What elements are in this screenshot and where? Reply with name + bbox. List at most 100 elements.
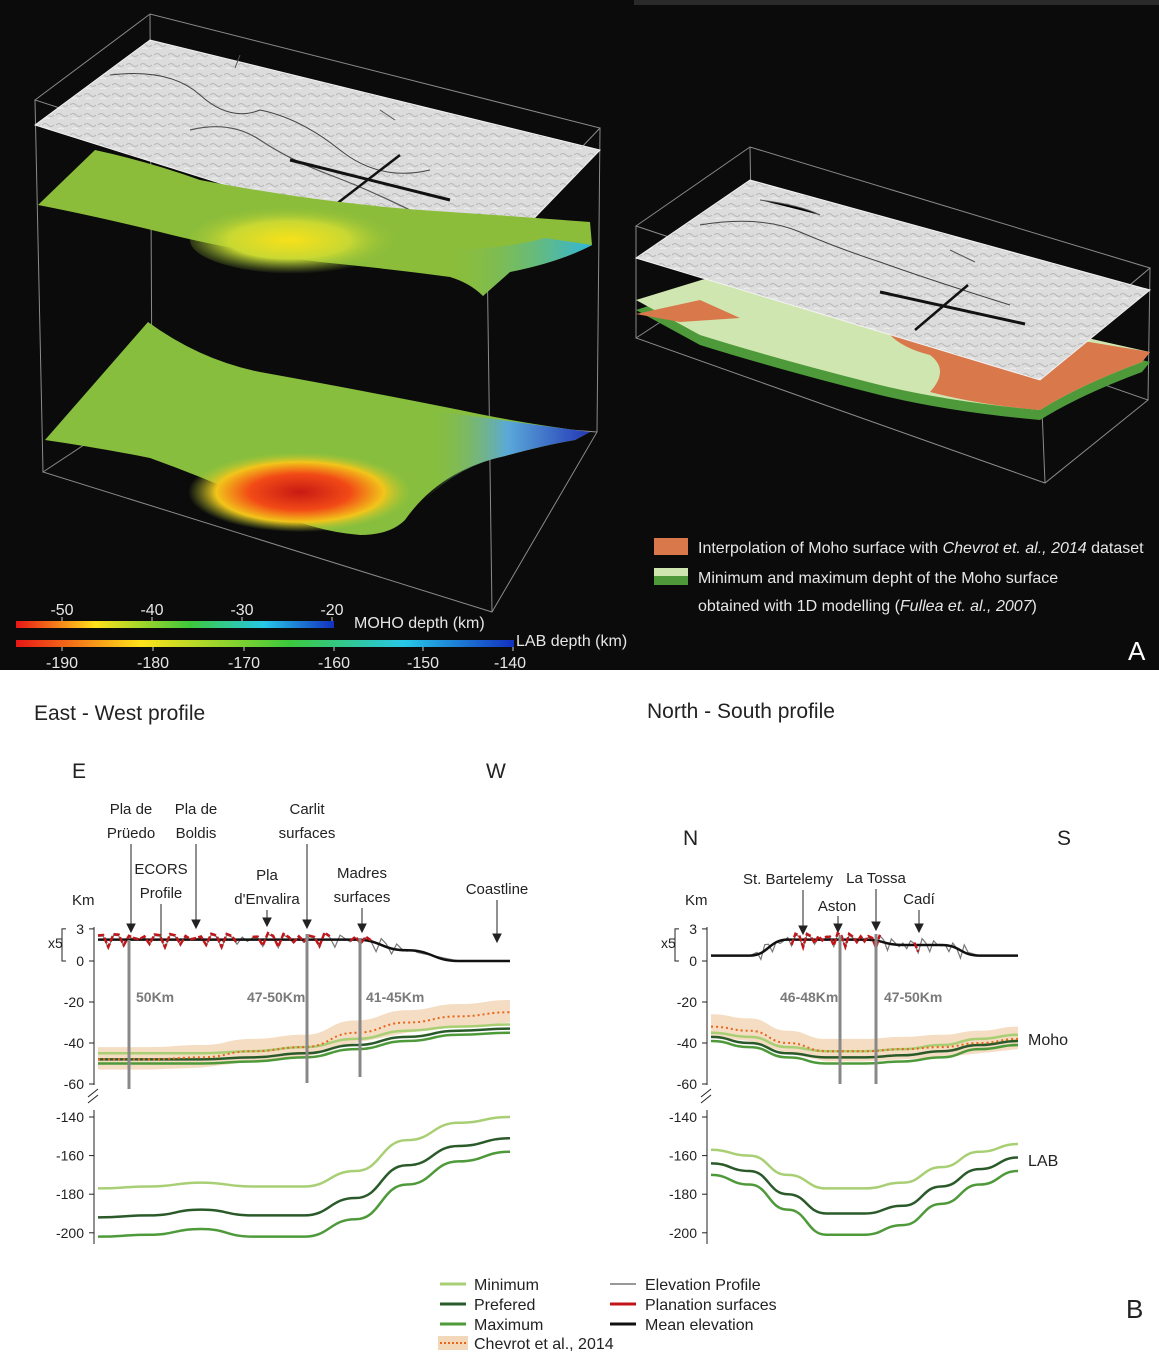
chevrot-moho-line (98, 1011, 511, 1061)
ns-annot: Aston (818, 898, 856, 915)
ew-annot-line: Madres (337, 865, 387, 882)
lab-line-maximum (710, 1169, 1019, 1236)
ew-depth-label: 50Km (136, 989, 174, 1005)
ns-annot: Cadí (903, 891, 936, 908)
ns-chevrot-band (711, 1014, 1018, 1062)
moho-line-minimum (710, 1031, 1019, 1053)
moho-tick: -20 (320, 602, 343, 619)
legend-elevation-label: Elevation Profile (645, 1277, 761, 1294)
planation-surface-line (97, 932, 239, 951)
lab-tick: -160 (318, 655, 350, 672)
y-tick-label: 3 (689, 921, 697, 937)
ns-north-label: N (683, 827, 698, 850)
elevation-profile-line (97, 932, 510, 962)
moho-tick: -30 (230, 602, 253, 619)
chevrot-moho-line (710, 1025, 1019, 1053)
ns-annotation-arrows (798, 889, 924, 936)
lab-scale-label: LAB depth (km) (516, 633, 627, 650)
ns-annot: La Tossa (846, 870, 906, 887)
ew-title: East - West profile (34, 702, 205, 725)
left-lab-surface (45, 322, 590, 535)
chevrot-uncertainty-band (711, 1014, 1018, 1062)
legend-minmax-swatch-light (654, 568, 688, 576)
panel-b-profiles: East - West profile North - South profil… (0, 672, 1159, 1355)
legend-chevrot-swatch (654, 538, 688, 555)
moho-line-prefered (98, 1027, 511, 1061)
planation-surface-line (790, 931, 882, 952)
lab-line-minimum (710, 1142, 1019, 1190)
ew-annotations: Pla de Prüedo ECORS Profile Pla de Boldi… (107, 801, 528, 908)
y-tick-label: -140 (56, 1109, 84, 1125)
ew-annot-line: ECORS (134, 861, 187, 878)
panel-b-legend: Minimum Prefered Maximum Chevrot et al.,… (438, 1277, 777, 1353)
y-tick-label: -40 (64, 1035, 84, 1051)
right-topography-surface (634, 179, 1152, 381)
y-tick-label: -200 (56, 1225, 84, 1241)
lab-line-prefered (97, 1136, 511, 1219)
moho-tick: -40 (140, 602, 163, 619)
ew-depth-label: 41-45Km (366, 989, 424, 1005)
ew-profile-lines (97, 930, 511, 1238)
exaggeration-label: x5 (661, 935, 676, 951)
lab-tick: -180 (137, 655, 169, 672)
legend-chevrot-label: Chevrot et al., 2014 (474, 1336, 614, 1353)
ew-annotation-arrows (126, 844, 502, 944)
exaggeration-label: x5 (48, 935, 63, 951)
left-topography-rivers (109, 73, 431, 174)
ns-south-label: S (1057, 827, 1071, 850)
panel-a-canvas: -50 -40 -30 -20 MOHO depth (km) -190 -18… (0, 0, 1159, 672)
moho-tick: -50 (50, 602, 73, 619)
lab-tick: -170 (228, 655, 260, 672)
ns-profile-lines (710, 931, 1019, 1236)
y-tick-label: -40 (677, 1035, 697, 1051)
ew-moho-depth-markers (127, 934, 362, 1089)
ew-annot-line: Pla de (175, 801, 218, 818)
ew-annot-line: surfaces (334, 889, 391, 906)
lab-line-minimum (97, 1115, 511, 1190)
y-tick-label: -60 (677, 1076, 697, 1092)
planation-surface-line (252, 930, 331, 950)
right-ecors-profile-line (879, 290, 1026, 326)
lab-scale-ticks: -190 -180 -170 -160 -150 -140 (46, 655, 526, 672)
km-label: Km (685, 892, 708, 909)
legend-minmax-swatch-dark (654, 576, 688, 585)
y-tick-label: 0 (76, 953, 84, 969)
ns-curve-labels: Moho LAB (1028, 1032, 1068, 1170)
moho-color-scale (16, 621, 334, 628)
legend-mean-elevation-label: Mean elevation (645, 1317, 754, 1334)
right-ns-profile-line (914, 284, 969, 331)
y-tick-label: -20 (64, 994, 84, 1010)
y-tick-label: -180 (56, 1186, 84, 1202)
ew-annot-line: d'Envalira (234, 891, 300, 908)
ew-depth-label: 47-50Km (247, 989, 305, 1005)
moho-scale-ticks: -50 -40 -30 -20 (50, 602, 343, 619)
y-tick-label: -160 (56, 1148, 84, 1164)
moho-scale-label: MOHO depth (km) (354, 615, 485, 632)
lab-line-maximum (97, 1150, 511, 1238)
ew-axes: 3 0 -20 -40 -60 -140 -160 -180 -200 Km x5 (48, 892, 99, 1244)
km-label: Km (72, 892, 95, 909)
ew-east-label: E (72, 760, 86, 783)
ew-annot-line: Pla de (110, 801, 153, 818)
legend-prefered-label: Prefered (474, 1297, 535, 1314)
ns-depth-label: 47-50Km (884, 989, 942, 1005)
lab-tick: -150 (407, 655, 439, 672)
left-ns-profile-line (334, 154, 401, 206)
ns-axes: 3 0 -20 -40 -60 -140 -160 -180 -200 Km x5 (661, 892, 712, 1244)
panel-a-3d-models: -50 -40 -30 -20 MOHO depth (km) -190 -18… (0, 0, 1159, 672)
legend-planation-label: Planation surfaces (645, 1297, 777, 1314)
ns-moho-label: Moho (1028, 1032, 1068, 1049)
panel-b-canvas: East - West profile North - South profil… (34, 700, 1143, 1353)
planation-surface-line (913, 942, 920, 953)
moho-line-prefered (710, 1035, 1019, 1059)
ns-moho-depth-markers (838, 934, 878, 1084)
y-tick-label: -140 (669, 1109, 697, 1125)
ns-depth-label: 46-48Km (780, 989, 838, 1005)
legend-maximum-label: Maximum (474, 1317, 543, 1334)
moho-line-maximum (97, 1031, 511, 1065)
lab-tick: -190 (46, 655, 78, 672)
y-tick-label: -20 (677, 994, 697, 1010)
ew-annot-line: Prüedo (107, 825, 155, 842)
ns-annotations: St. Bartelemy Aston La Tossa Cadí (743, 870, 936, 915)
moho-line-maximum (710, 1039, 1019, 1065)
